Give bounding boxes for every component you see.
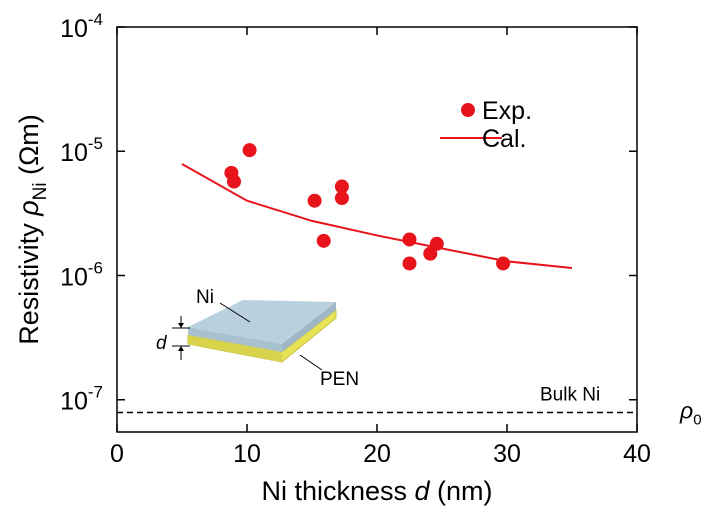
data-point — [227, 174, 241, 189]
y-axis-label: Resistivity ρNi (Ωm) — [14, 114, 51, 345]
y-tick-label: 10-7 — [60, 383, 103, 416]
data-point — [307, 193, 322, 208]
data-point — [402, 232, 417, 247]
plot-frame — [116, 26, 638, 433]
x-tick-label: 10 — [233, 440, 261, 468]
inset-label: d — [156, 333, 168, 354]
inset — [172, 300, 337, 371]
inset-label: PEN — [320, 369, 359, 390]
data-point — [316, 233, 331, 248]
data-point — [334, 191, 349, 206]
legend-label: Cal. — [482, 125, 526, 153]
x-axis-label-part: (nm) — [430, 476, 493, 506]
data-point — [423, 246, 438, 261]
y-axis-label-part: ρ — [14, 200, 44, 216]
x-axis-label-part: d — [415, 476, 431, 506]
x-axis-label: Ni thickness d (nm) — [261, 476, 492, 506]
data-line — [181, 163, 573, 269]
y-axis-label-part: Resistivity — [14, 216, 44, 345]
y-tick-label: 10-6 — [60, 258, 103, 291]
x-tick-label: 30 — [493, 440, 521, 468]
x-axis-label-part: Ni thickness — [261, 476, 414, 506]
legend-marker — [461, 103, 475, 117]
y-tick-label: 10-4 — [60, 10, 103, 43]
reference-symbol-part: ρ — [679, 397, 693, 423]
legend-label: Exp. — [482, 97, 532, 125]
y-tick-label: 10-5 — [60, 134, 103, 167]
x-tick-label: 20 — [363, 440, 391, 468]
data-point — [402, 256, 417, 271]
y-axis-label-part: Ni — [30, 182, 51, 200]
data-point — [496, 256, 511, 271]
reference-symbol-part: 0 — [693, 411, 701, 428]
x-tick-label: 0 — [110, 440, 124, 468]
x-tick-label: 40 — [623, 440, 651, 468]
reference-symbol: ρ0 — [679, 397, 702, 428]
reference-label: Bulk Ni — [540, 384, 600, 405]
inset-label: Ni — [196, 287, 214, 308]
y-axis-label-part: (Ωm) — [14, 114, 44, 182]
data-point — [334, 179, 349, 194]
data-point — [242, 143, 257, 158]
